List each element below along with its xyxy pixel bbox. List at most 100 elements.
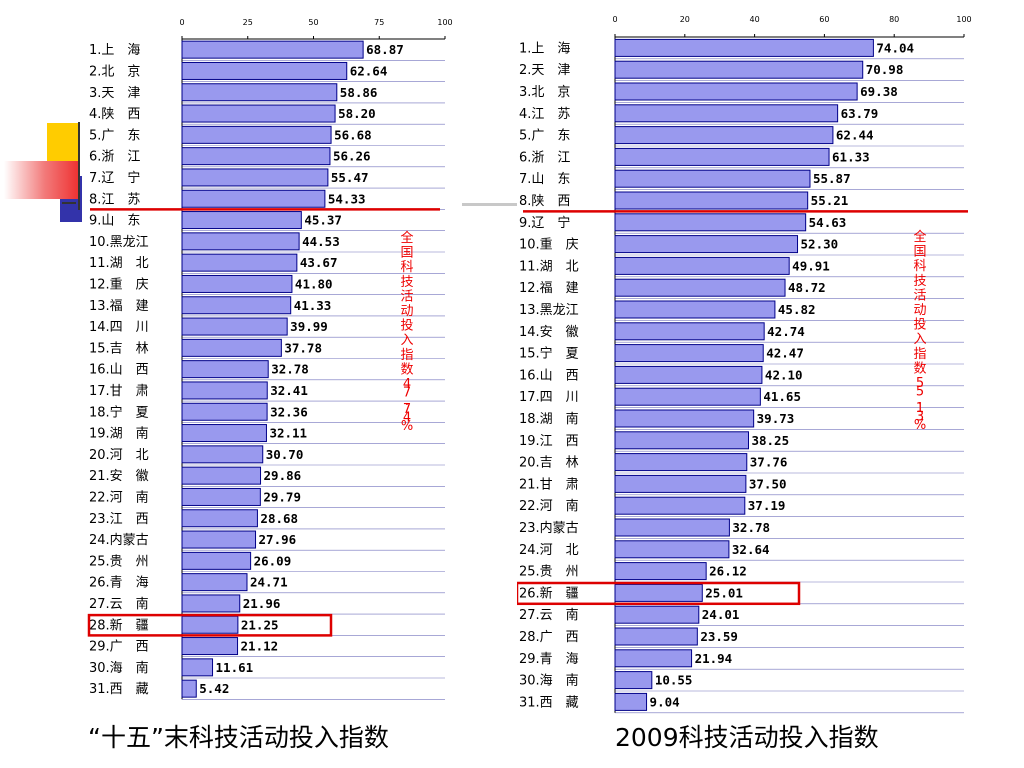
data-label: 49.91 xyxy=(792,258,830,273)
x-tick-label: 20 xyxy=(680,15,690,24)
data-label: 26.09 xyxy=(254,553,292,568)
data-label: 42.47 xyxy=(766,346,804,361)
category-label: 24.内蒙古 xyxy=(89,532,149,548)
bar xyxy=(614,671,653,690)
bar xyxy=(614,562,707,581)
category-label: 3.北 京 xyxy=(519,85,570,100)
data-label: 70.98 xyxy=(866,62,904,77)
category-label: 6.浙 江 xyxy=(519,150,570,165)
bar xyxy=(181,274,293,293)
bar xyxy=(614,126,834,145)
data-label: 23.59 xyxy=(700,629,738,644)
bar xyxy=(181,466,262,485)
data-label: 32.41 xyxy=(270,383,308,398)
data-label: 52.30 xyxy=(801,237,839,252)
bar xyxy=(614,235,799,254)
category-label: 1.上 海 xyxy=(89,43,140,58)
category-label: 12.重 庆 xyxy=(89,276,149,292)
category-label: 15.吉 林 xyxy=(89,341,149,356)
category-label: 19.湖 南 xyxy=(89,426,149,442)
category-label: 6.浙 江 xyxy=(89,150,140,165)
data-label: 39.99 xyxy=(290,319,328,334)
category-label: 2.北 京 xyxy=(89,64,140,79)
x-tick-label: 50 xyxy=(308,18,318,27)
deco-horizontal-line xyxy=(62,202,76,204)
data-label: 42.74 xyxy=(767,324,805,339)
x-tick-label: 0 xyxy=(612,15,617,24)
bar xyxy=(181,573,248,592)
bar xyxy=(614,169,811,188)
data-label: 55.47 xyxy=(331,170,369,185)
category-label: 18.湖 南 xyxy=(519,411,579,427)
bar xyxy=(181,61,348,80)
data-label: 62.64 xyxy=(350,63,388,78)
category-label: 21.甘 肃 xyxy=(519,477,579,492)
bar xyxy=(181,381,268,400)
bar xyxy=(614,82,858,101)
bar xyxy=(181,296,292,315)
bar xyxy=(614,692,648,711)
x-tick-label: 100 xyxy=(956,15,971,24)
category-label: 17.四 川 xyxy=(519,390,579,405)
bar xyxy=(181,40,364,59)
data-label: 41.33 xyxy=(294,298,332,313)
data-label: 55.87 xyxy=(813,171,851,186)
category-label: 13.福 建 xyxy=(89,299,149,314)
data-label: 37.76 xyxy=(750,455,788,470)
data-label: 32.64 xyxy=(732,542,770,557)
category-label: 22.河 南 xyxy=(89,489,149,505)
category-label: 12.福 建 xyxy=(519,281,579,296)
deco-vertical-line xyxy=(78,122,80,210)
bar xyxy=(181,424,267,443)
chart-2009-index: 0 20 40 60 80 100 1.上 海 74.04 2.天 津 70.98 3.北 京 69.… xyxy=(517,15,972,714)
category-label: 28.广 西 xyxy=(519,630,579,645)
bar xyxy=(614,213,807,232)
category-label: 25.贵 州 xyxy=(89,554,149,569)
data-label: 37.19 xyxy=(748,498,786,513)
highlight-box xyxy=(517,581,801,606)
bar xyxy=(614,278,786,297)
bar xyxy=(181,360,269,379)
bar xyxy=(614,60,864,79)
bar xyxy=(181,551,252,570)
bar xyxy=(614,496,746,515)
national-average-annotation: 全国科技活动投入指数 4 7. 7 4% xyxy=(400,230,413,434)
category-label: 15.宁 夏 xyxy=(519,346,579,362)
data-label: 26.12 xyxy=(709,564,747,579)
bar xyxy=(181,338,282,357)
x-tick-label: 25 xyxy=(243,18,253,27)
bar xyxy=(181,189,326,208)
data-label: 5.42 xyxy=(199,681,229,696)
category-label: 9.山 东 xyxy=(89,214,140,229)
x-tick-label: 0 xyxy=(179,18,184,27)
highlight-box xyxy=(87,613,333,637)
bar xyxy=(614,409,755,428)
bar xyxy=(181,168,329,187)
data-label: 37.78 xyxy=(284,340,322,355)
data-label: 32.11 xyxy=(269,426,307,441)
category-label: 23.内蒙古 xyxy=(519,520,579,536)
data-label: 61.33 xyxy=(832,149,870,164)
bar xyxy=(614,474,747,493)
category-label: 4.江 苏 xyxy=(519,106,570,122)
bar xyxy=(181,445,264,464)
category-label: 19.江 西 xyxy=(519,434,579,449)
bar xyxy=(181,594,241,613)
category-label: 10.重 庆 xyxy=(519,237,579,253)
category-label: 31.西 藏 xyxy=(519,695,579,710)
data-label: 25.01 xyxy=(705,585,743,600)
data-label: 54.63 xyxy=(809,215,847,230)
category-label: 5.广 东 xyxy=(89,128,140,143)
data-label: 41.80 xyxy=(295,276,333,291)
category-label: 16.山 西 xyxy=(519,368,579,383)
data-label: 56.68 xyxy=(334,127,372,142)
bar xyxy=(181,658,214,677)
category-label: 9.辽 宁 xyxy=(519,215,570,231)
x-tick-label: 80 xyxy=(889,15,899,24)
data-label: 45.82 xyxy=(778,302,816,317)
category-label: 30.海 南 xyxy=(89,660,149,676)
category-label: 11.湖 北 xyxy=(519,259,579,274)
deco-yellow-square xyxy=(47,123,79,163)
category-label: 29.青 海 xyxy=(519,652,579,667)
bar xyxy=(181,147,331,166)
